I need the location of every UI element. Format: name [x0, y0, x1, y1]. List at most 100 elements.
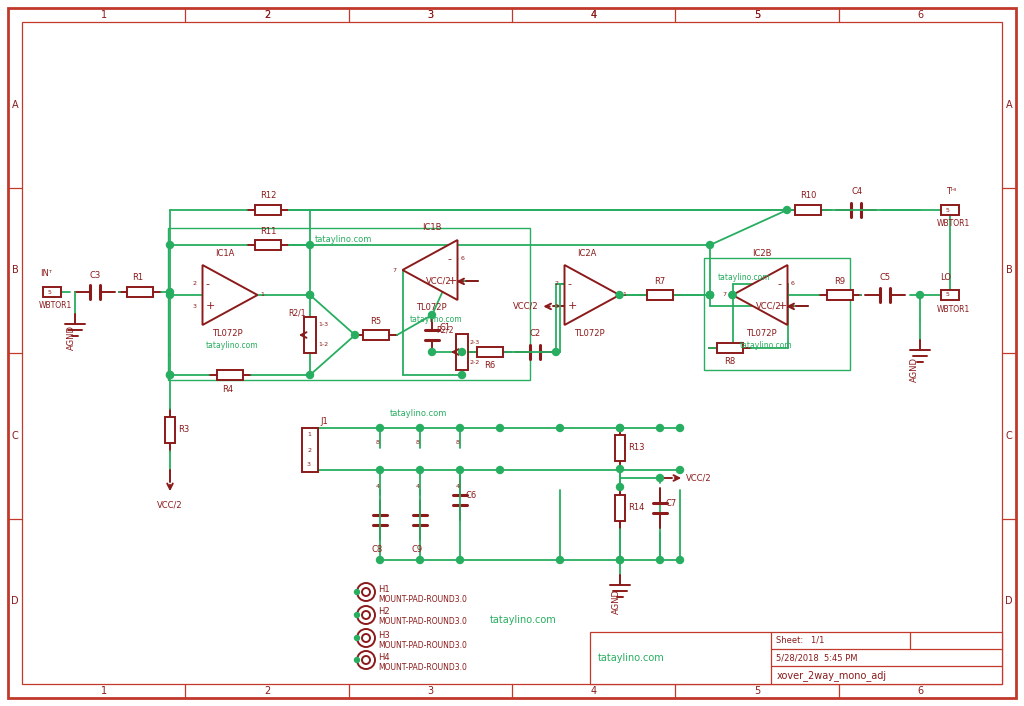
- Circle shape: [362, 588, 370, 596]
- Text: 6: 6: [918, 686, 924, 696]
- Circle shape: [351, 332, 358, 338]
- Text: C: C: [1006, 431, 1013, 441]
- Text: MOUNT-PAD-ROUND3.0: MOUNT-PAD-ROUND3.0: [378, 594, 467, 604]
- Text: tataylino.com: tataylino.com: [315, 236, 373, 244]
- Circle shape: [357, 606, 375, 624]
- Circle shape: [377, 467, 384, 474]
- Text: tataylino.com: tataylino.com: [206, 340, 259, 349]
- Text: R10: R10: [800, 191, 816, 201]
- Text: AGND: AGND: [612, 590, 621, 614]
- Text: tataylino.com: tataylino.com: [740, 340, 793, 349]
- Text: 2: 2: [307, 448, 311, 453]
- Text: 1: 1: [100, 686, 106, 696]
- Text: R11: R11: [260, 227, 276, 236]
- Text: C9: C9: [412, 546, 423, 554]
- Bar: [456, 334, 468, 370]
- Circle shape: [167, 371, 173, 378]
- Circle shape: [707, 292, 714, 299]
- Bar: [717, 343, 743, 353]
- Text: 4: 4: [591, 686, 597, 696]
- Text: +: +: [447, 277, 457, 287]
- Circle shape: [417, 556, 424, 563]
- Bar: [304, 317, 316, 353]
- Text: 5: 5: [946, 292, 950, 297]
- Text: TL072P: TL072P: [212, 328, 243, 337]
- Text: WBTOR1: WBTOR1: [937, 220, 971, 229]
- Circle shape: [357, 651, 375, 669]
- Text: B: B: [11, 265, 18, 275]
- Bar: [168, 228, 530, 380]
- Text: 5: 5: [48, 289, 52, 294]
- Bar: [795, 205, 821, 215]
- Text: A: A: [11, 100, 18, 109]
- Text: 1-2: 1-2: [318, 342, 328, 347]
- Text: J1: J1: [319, 417, 328, 426]
- Text: IC1B: IC1B: [422, 224, 441, 232]
- Text: C2: C2: [530, 330, 541, 338]
- Text: 3: 3: [427, 686, 433, 696]
- Circle shape: [357, 629, 375, 647]
- Text: TL072P: TL072P: [416, 304, 446, 313]
- Text: 6: 6: [791, 281, 795, 286]
- Circle shape: [616, 465, 624, 472]
- Bar: [615, 435, 625, 461]
- Text: R4: R4: [222, 385, 233, 393]
- Text: xover_2way_mono_adj: xover_2way_mono_adj: [776, 670, 887, 681]
- Text: 2: 2: [264, 10, 270, 20]
- Text: 6: 6: [461, 256, 464, 261]
- Circle shape: [677, 556, 683, 563]
- Circle shape: [354, 657, 359, 662]
- Text: C7: C7: [666, 500, 677, 508]
- Text: A: A: [1006, 100, 1013, 109]
- Circle shape: [354, 635, 359, 640]
- Text: D: D: [11, 597, 18, 606]
- Bar: [127, 287, 153, 297]
- Text: 2: 2: [193, 281, 197, 286]
- Text: +: +: [777, 301, 786, 311]
- Circle shape: [729, 292, 736, 299]
- Text: 1: 1: [260, 292, 264, 297]
- Text: H3: H3: [378, 630, 390, 640]
- Text: 5: 5: [754, 10, 760, 20]
- Text: INᵀ: INᵀ: [40, 270, 52, 278]
- Text: Tᴴᴵ: Tᴴᴵ: [946, 188, 956, 196]
- Text: R12: R12: [260, 191, 276, 201]
- Text: 2: 2: [264, 686, 270, 696]
- Circle shape: [306, 292, 313, 299]
- Text: 5: 5: [754, 10, 760, 20]
- Text: R1: R1: [132, 273, 143, 282]
- Bar: [941, 205, 959, 215]
- Circle shape: [377, 424, 384, 431]
- Bar: [477, 347, 503, 357]
- Circle shape: [677, 424, 683, 431]
- Text: D: D: [1006, 597, 1013, 606]
- Bar: [615, 495, 625, 521]
- Circle shape: [354, 590, 359, 594]
- Text: 2-2: 2-2: [470, 359, 480, 364]
- Circle shape: [729, 292, 736, 299]
- Circle shape: [306, 241, 313, 249]
- Circle shape: [167, 292, 173, 299]
- Bar: [255, 205, 281, 215]
- Text: 4: 4: [416, 484, 420, 489]
- Circle shape: [362, 656, 370, 664]
- Circle shape: [656, 556, 664, 563]
- Text: 4: 4: [591, 10, 597, 20]
- Text: -: -: [777, 279, 781, 289]
- Text: C: C: [11, 431, 18, 441]
- Text: MOUNT-PAD-ROUND3.0: MOUNT-PAD-ROUND3.0: [378, 618, 467, 626]
- Circle shape: [707, 292, 714, 299]
- Circle shape: [916, 292, 924, 299]
- Circle shape: [707, 292, 714, 299]
- Text: tataylino.com: tataylino.com: [390, 409, 447, 419]
- Text: -: -: [206, 279, 210, 289]
- Circle shape: [656, 474, 664, 481]
- Text: 2: 2: [264, 10, 270, 20]
- Text: tataylino.com: tataylino.com: [410, 316, 463, 325]
- Text: 8: 8: [416, 440, 420, 445]
- Text: 1-3: 1-3: [318, 323, 328, 328]
- Circle shape: [417, 467, 424, 474]
- Text: 3: 3: [427, 10, 433, 20]
- Bar: [941, 290, 959, 300]
- Text: 4: 4: [456, 484, 460, 489]
